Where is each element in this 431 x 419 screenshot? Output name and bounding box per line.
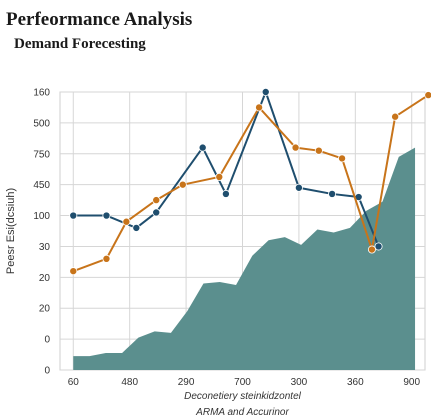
x-tick-label: 290	[178, 377, 195, 388]
y-tick-label: 20	[39, 273, 51, 284]
data-point	[374, 242, 383, 251]
x-tick-label: 300	[291, 377, 308, 388]
x-tick-label: 60	[68, 377, 80, 388]
chart-title: Perfeormance Analysis	[6, 9, 193, 30]
y-tick-label: 20	[39, 304, 51, 315]
x-tick-labels: 60 480 290 700 300 360 900	[68, 377, 421, 388]
y-tick-label: 750	[33, 149, 50, 160]
data-point	[294, 183, 303, 192]
y-tick-label: 0	[44, 335, 50, 346]
x-tick-label: 480	[121, 377, 138, 388]
data-point	[69, 211, 78, 220]
data-point	[178, 180, 187, 189]
data-point	[424, 91, 431, 100]
x-axis-label: Deconetiery steinkidzontel	[184, 391, 302, 402]
y-tick-label: 160	[33, 88, 50, 99]
data-point	[69, 267, 78, 276]
line-series	[69, 88, 431, 276]
data-point	[367, 245, 376, 254]
y-tick-label: 30	[39, 242, 51, 253]
y-tick-label: 500	[33, 118, 50, 129]
area-series	[73, 147, 416, 370]
data-point	[328, 189, 337, 198]
chart-subtitle: Demand Forecesting	[14, 36, 146, 52]
y-tick-labels: 0 0 20 20 30 100 450 750 500 160	[33, 88, 50, 377]
y-tick-label: 100	[33, 211, 50, 222]
x-tick-label: 900	[403, 377, 420, 388]
y-tick-label: 0	[44, 366, 50, 377]
data-point	[261, 88, 270, 97]
y-tick-label: 450	[33, 180, 50, 191]
data-point	[338, 154, 347, 163]
data-point	[391, 112, 400, 121]
area-fill	[73, 147, 416, 370]
data-point	[152, 208, 161, 217]
data-point	[122, 217, 131, 226]
data-point	[291, 143, 300, 152]
data-point	[132, 223, 141, 232]
x-tick-label: 360	[347, 377, 364, 388]
data-point	[102, 254, 111, 263]
data-point	[255, 103, 264, 112]
data-point	[221, 189, 230, 198]
x-axis-sublabel: ARMA and Accurinor	[195, 407, 289, 418]
data-point	[314, 146, 323, 155]
y-axis-label: Peesr Esi(dcsiuh)	[5, 188, 17, 274]
data-point	[215, 172, 224, 181]
data-point	[152, 196, 161, 205]
x-tick-label: 700	[234, 377, 251, 388]
data-point	[198, 143, 207, 152]
data-point	[102, 211, 111, 220]
